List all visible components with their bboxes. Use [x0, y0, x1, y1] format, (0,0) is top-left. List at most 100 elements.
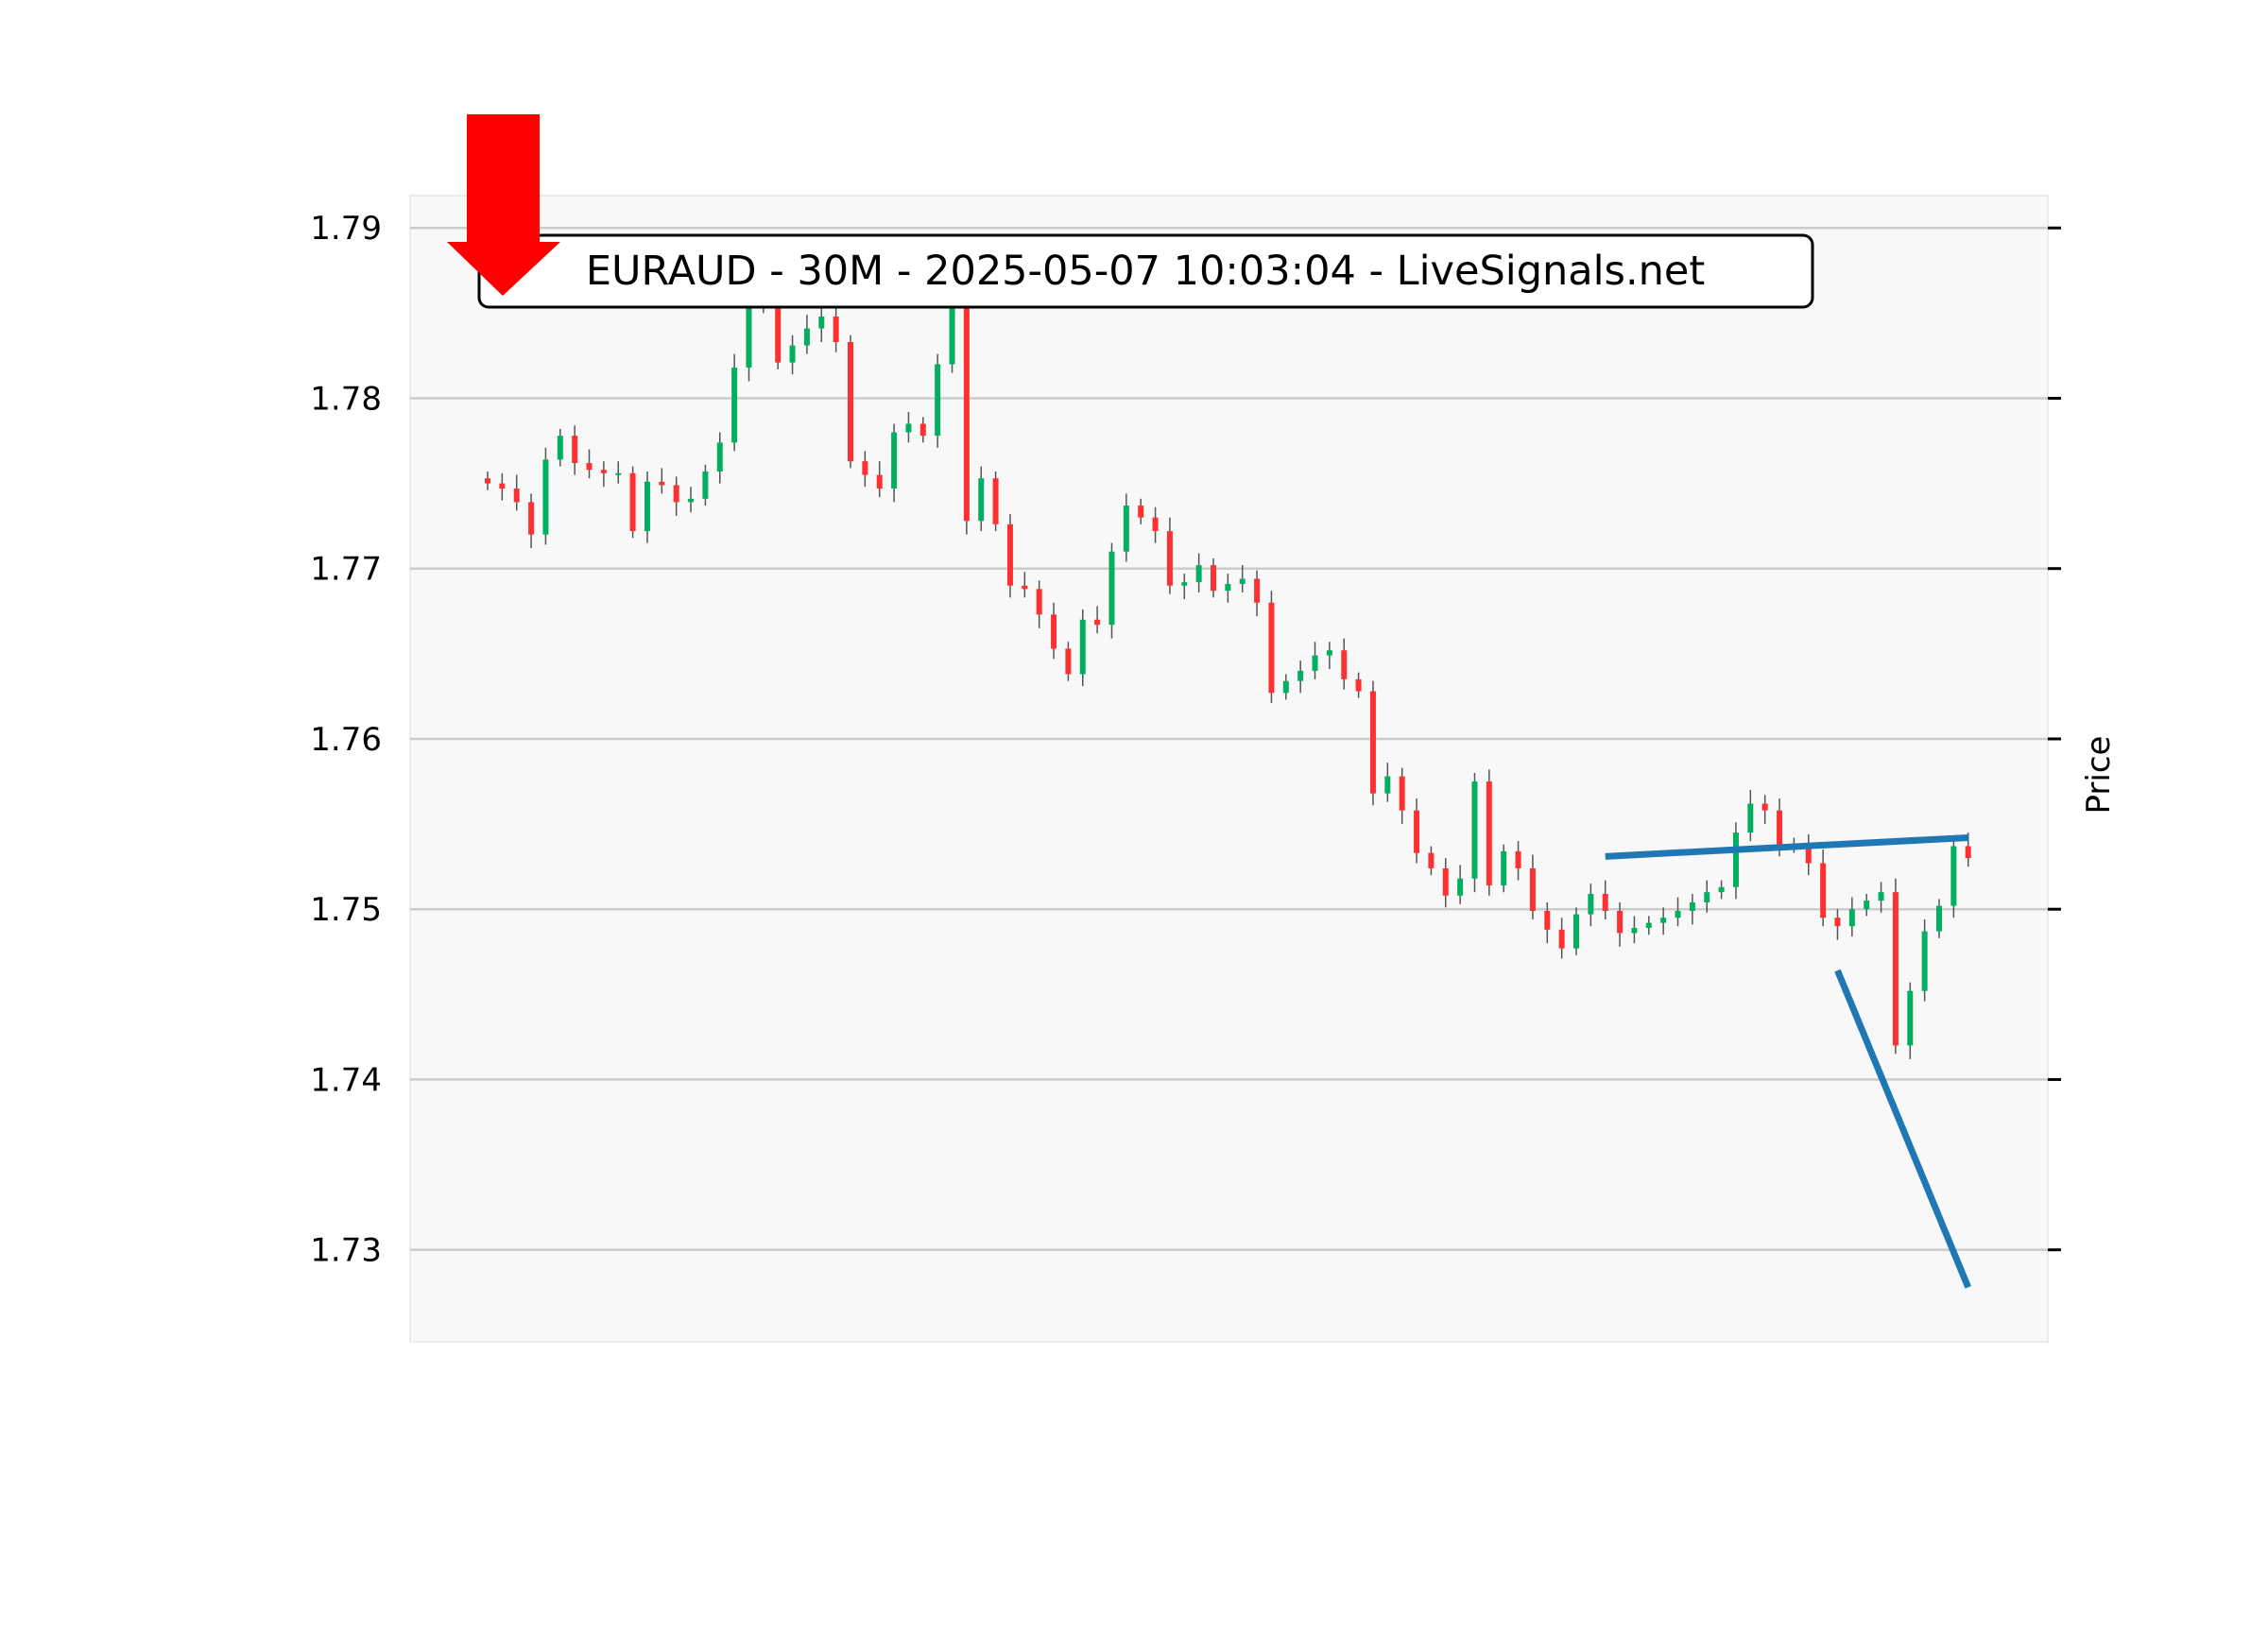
candle-up	[702, 471, 709, 499]
candle-down	[1777, 810, 1783, 847]
candle-down	[848, 342, 853, 462]
candle-up	[1732, 832, 1739, 887]
candle-down	[1544, 910, 1551, 930]
candle-down	[513, 489, 520, 503]
y-tick-label: 1.78	[310, 380, 382, 418]
candle-up	[1239, 578, 1246, 584]
candle-down	[1558, 929, 1565, 949]
candle-up	[688, 498, 695, 503]
candle-up	[557, 436, 563, 460]
candle-up	[1573, 914, 1579, 949]
candle-up	[542, 459, 549, 535]
candle-up	[731, 368, 738, 443]
candle-down	[528, 502, 535, 535]
candle-down	[1965, 846, 1971, 859]
candle-up	[1225, 583, 1231, 592]
candle-down	[919, 423, 926, 437]
y-tick-label: 1.74	[310, 1061, 382, 1099]
candle-down	[1341, 650, 1348, 679]
candle-down	[1006, 523, 1013, 586]
candle-down	[673, 485, 679, 503]
candle-down	[1442, 867, 1449, 896]
candle-down	[1805, 844, 1812, 864]
candle-down	[1094, 619, 1101, 626]
candle-up	[1108, 551, 1115, 626]
candle-down	[1369, 691, 1376, 794]
candle-down	[499, 483, 506, 489]
candle-down	[1399, 776, 1405, 811]
candle-down	[1761, 803, 1768, 811]
candle-up	[1907, 990, 1914, 1046]
candle-up	[1195, 565, 1202, 583]
candle-up	[1660, 918, 1667, 923]
candle-up	[949, 262, 955, 365]
red-down-arrow-icon	[447, 114, 560, 296]
y-tick-label: 1.75	[310, 891, 382, 929]
candle-up	[1645, 922, 1652, 929]
candle-down	[600, 470, 607, 473]
candle-down	[1022, 585, 1028, 590]
candle-down	[1166, 531, 1173, 586]
candle-down	[963, 262, 970, 522]
candle-up	[1921, 931, 1928, 991]
candle-down	[1414, 810, 1420, 853]
y-axis-label: Price	[2080, 736, 2118, 815]
candle-down	[862, 461, 868, 475]
candle-up	[1950, 846, 1957, 906]
candle-down	[1065, 648, 1072, 675]
candle-up	[716, 442, 723, 472]
candle-down	[1051, 614, 1057, 649]
candle-down	[1529, 867, 1536, 911]
candle-down	[1834, 918, 1841, 927]
candle-up	[615, 472, 622, 475]
candle-up	[1936, 905, 1942, 932]
candle-down	[992, 478, 999, 524]
candle-down	[833, 316, 839, 343]
candle-down	[1355, 678, 1362, 692]
candle-down	[629, 472, 636, 532]
candle-up	[1079, 619, 1086, 675]
candle-down	[775, 302, 782, 363]
y-tick-label: 1.73	[310, 1232, 382, 1270]
candle-up	[891, 432, 898, 489]
candle-up	[1297, 670, 1304, 681]
candle-up	[789, 345, 796, 363]
candle-up	[1704, 892, 1710, 902]
candle-up	[746, 281, 752, 369]
candle-down	[1036, 589, 1042, 615]
candle-down	[1254, 578, 1261, 603]
candle-up	[935, 364, 941, 437]
candle-up	[644, 481, 650, 532]
candle-down	[1152, 517, 1159, 532]
candle-down	[1486, 781, 1492, 885]
candle-down	[1820, 863, 1827, 918]
plot-area	[409, 195, 2049, 1343]
candle-down	[876, 474, 883, 489]
chart-title: EURAUD - 30M - 2025-05-07 10:03:04 - Liv…	[586, 248, 1705, 295]
candle-down	[1515, 850, 1521, 868]
candle-up	[1588, 893, 1594, 915]
candle-up	[1878, 892, 1884, 901]
candle-up	[803, 328, 810, 346]
candle-down	[1268, 602, 1275, 694]
candle-up	[1282, 680, 1289, 694]
y-tick-label: 1.76	[310, 721, 382, 759]
candle-up	[1747, 803, 1754, 833]
candle-down	[1617, 910, 1624, 934]
trendline	[1605, 834, 1968, 860]
candle-down	[572, 436, 578, 463]
candle-up	[1123, 506, 1129, 552]
candle-up	[905, 423, 912, 433]
candle-up	[1384, 776, 1391, 794]
candle-down	[586, 462, 593, 471]
candle-up	[1471, 781, 1478, 879]
candle-up	[1631, 928, 1638, 934]
candle-up	[1689, 901, 1695, 911]
candle-up	[1457, 878, 1464, 896]
trendline	[1834, 969, 1971, 1289]
candle-up	[818, 316, 825, 329]
candle-down	[1211, 565, 1216, 592]
candle-down	[1602, 893, 1608, 911]
candle-up	[1501, 850, 1507, 885]
